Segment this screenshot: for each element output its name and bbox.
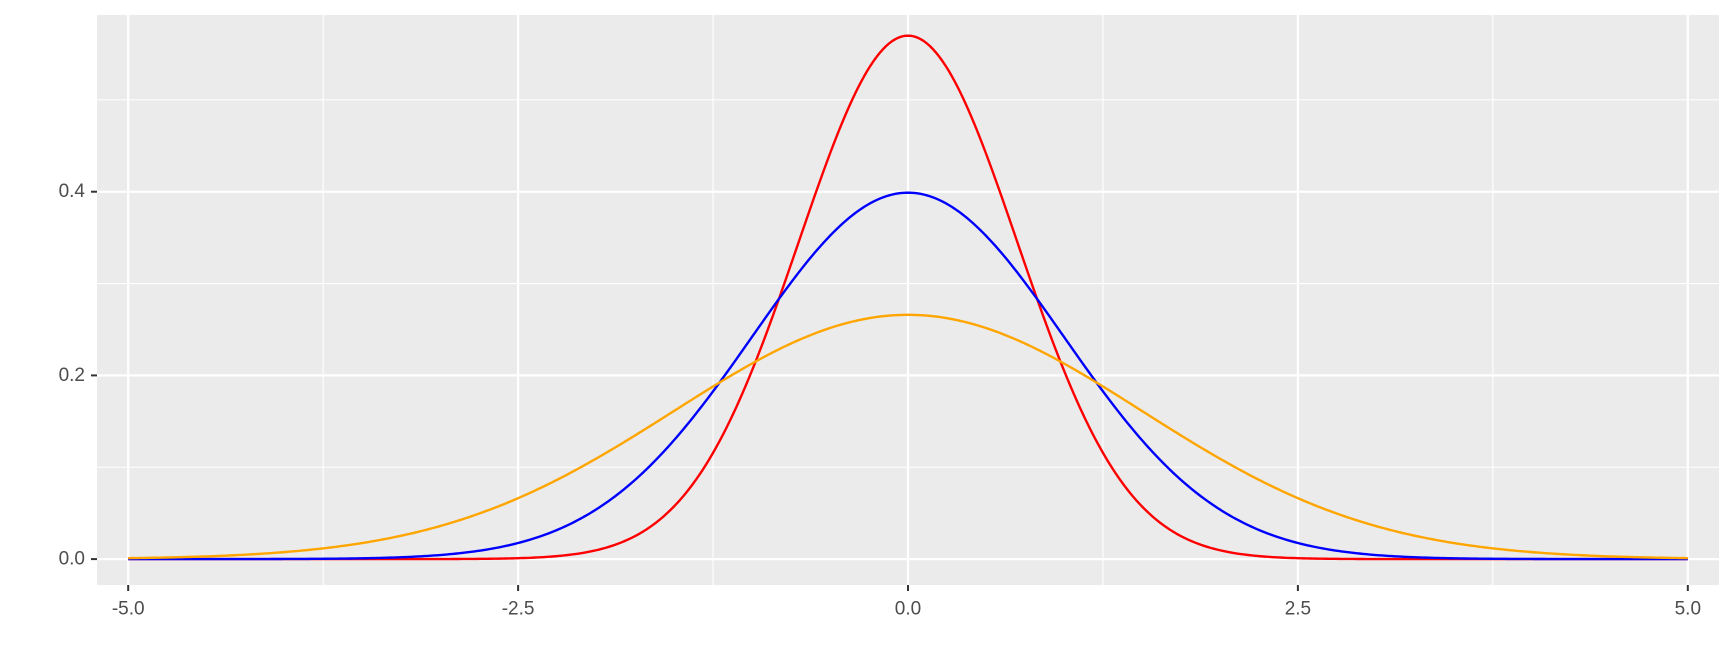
x-axis-tick-labels: -5.0 -2.5 0.0 2.5 5.0 [112,599,1701,620]
series-lines [128,34,1688,561]
x-tick-label: 5.0 [1675,599,1701,620]
series-line-3 [128,313,1688,560]
x-tick-label: 0.0 [895,599,921,620]
x-tick-label: 2.5 [1285,599,1311,620]
x-tick-label: -5.0 [112,599,145,620]
x-tick-label: -2.5 [502,599,535,620]
series-line-1 [128,34,1688,561]
axis-ticks [91,190,1689,591]
y-tick-label: 0.4 [59,181,86,202]
y-tick-label: 0.0 [59,549,85,570]
series-line-2 [128,191,1688,561]
y-axis-tick-labels: 0.0 0.2 0.4 [59,181,86,569]
y-tick-label: 0.2 [59,365,85,386]
